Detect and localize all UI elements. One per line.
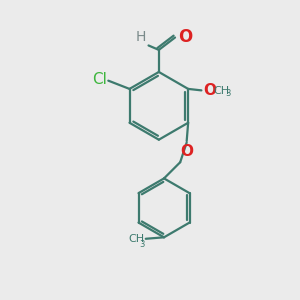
- Text: O: O: [178, 28, 193, 46]
- Text: 3: 3: [225, 89, 230, 98]
- Text: O: O: [180, 144, 193, 159]
- Text: CH: CH: [128, 234, 144, 244]
- Text: 3: 3: [139, 240, 145, 249]
- Text: H: H: [136, 30, 146, 44]
- Text: O: O: [203, 83, 216, 98]
- Text: CH: CH: [214, 86, 230, 96]
- Text: Cl: Cl: [92, 72, 107, 87]
